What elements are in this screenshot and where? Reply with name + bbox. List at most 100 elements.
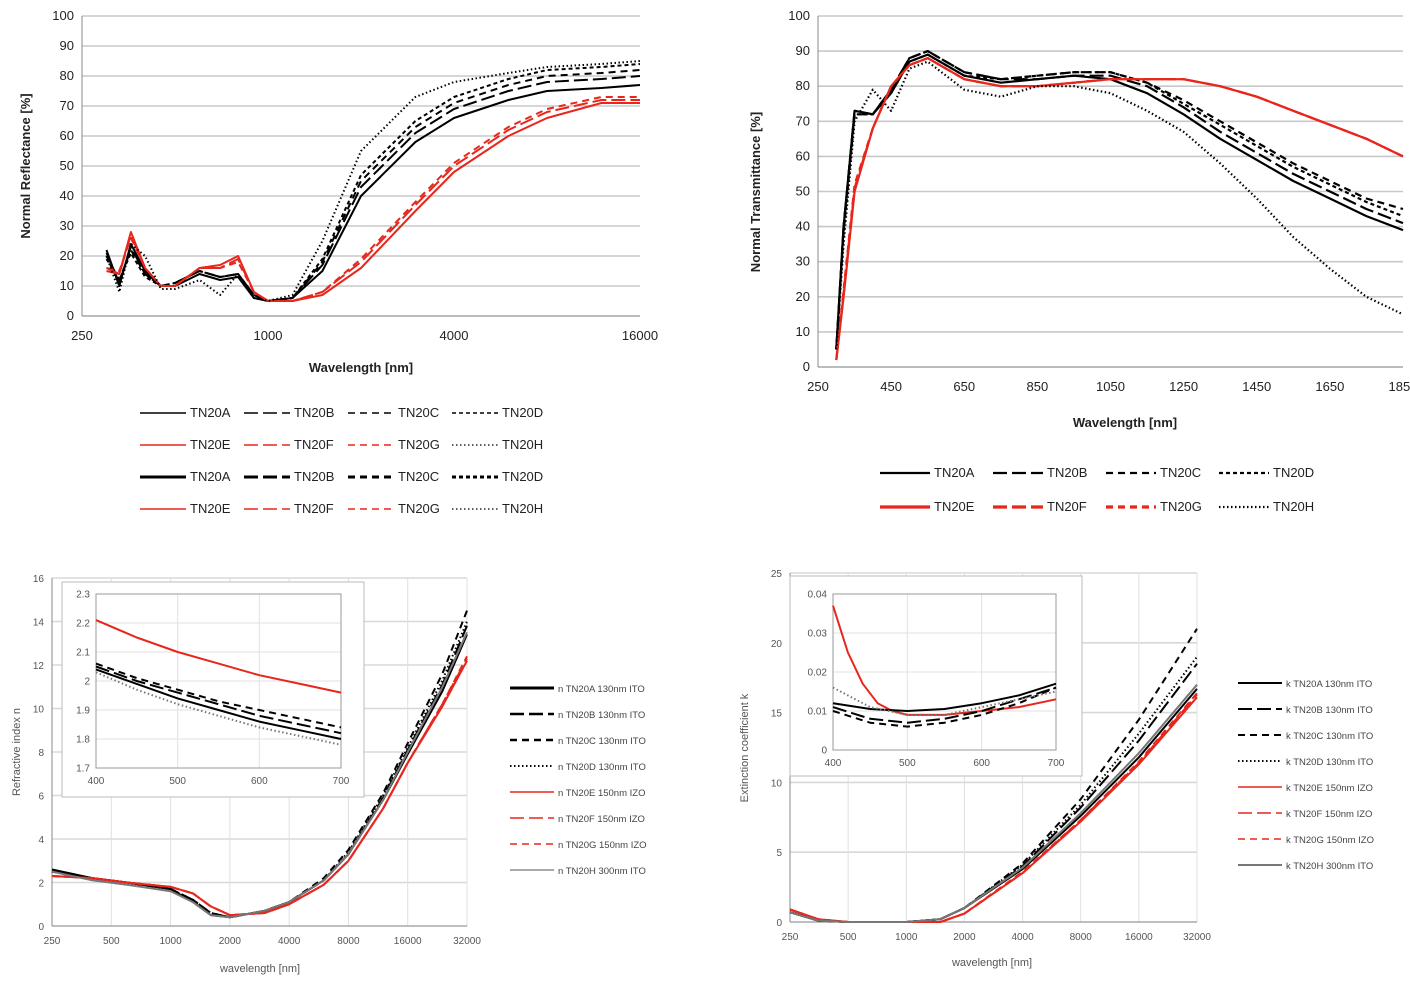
x-tick-label: 850 xyxy=(1027,379,1049,394)
x-tick-label: 32000 xyxy=(1183,932,1211,943)
x-tick-label: 1250 xyxy=(1169,379,1198,394)
legend-entry-label: n TN20C 130nm ITO xyxy=(558,736,646,747)
inset-x-tick-label: 400 xyxy=(825,758,842,769)
y-tick-label: 0 xyxy=(776,918,782,929)
inset-y-tick-label: 1.9 xyxy=(76,706,90,717)
x-tick-label: 1850 xyxy=(1389,379,1410,394)
reflectance-chart: 0 10 20 30 40 50 60 70 80 90 100 250 1000 4000 16000 Wa… xyxy=(18,8,658,516)
legend-entry-label: TN20F xyxy=(1047,499,1087,514)
y-tick-label: 50 xyxy=(796,184,810,199)
x-tick-label: 500 xyxy=(103,936,120,947)
legend-entry-label: TN20B xyxy=(294,405,334,420)
y-tick-label: 80 xyxy=(796,78,810,93)
x-tick-label: 250 xyxy=(71,328,93,343)
x-tick-label: 4000 xyxy=(278,936,301,947)
inset-series-1 xyxy=(832,682,1057,712)
x-tick-label: 8000 xyxy=(337,936,360,947)
x-tick-label: 250 xyxy=(807,379,829,394)
x-tick-label: 1450 xyxy=(1242,379,1271,394)
legend-entry-label: k TN20H 300nm ITO xyxy=(1286,861,1373,872)
inset-plot-area xyxy=(832,593,1057,751)
y-tick-label: 10 xyxy=(771,778,783,789)
legend-entry-label: k TN20D 130nm ITO xyxy=(1286,757,1373,768)
legend-entry-label: TN20E xyxy=(190,437,231,452)
y-tick-label: 10 xyxy=(60,278,74,293)
x-tick-label: 2000 xyxy=(953,932,976,943)
inset-y-tick-label: 0.02 xyxy=(808,668,828,679)
x-tick-label: 1000 xyxy=(895,932,918,943)
inset-plot-area xyxy=(95,593,342,769)
inset-x-tick-label: 500 xyxy=(169,776,186,787)
x-tick-label: 4000 xyxy=(440,328,469,343)
inset-y-tick-label: 0.01 xyxy=(808,707,828,718)
y-tick-label: 90 xyxy=(60,38,74,53)
series-tn20h xyxy=(835,60,1404,350)
x-axis-title: wavelength [nm] xyxy=(951,957,1032,969)
series-k-tn20h-300nm-ito xyxy=(789,684,1198,923)
y-tick-label: 20 xyxy=(771,639,783,650)
legend-entry-label: k TN20E 150nm IZO xyxy=(1286,783,1373,794)
y-tick-label: 20 xyxy=(60,248,74,263)
inset-x-tick-label: 700 xyxy=(1048,758,1065,769)
transmittance-chart: 0 10 20 30 40 50 60 70 80 90 100 250 450 650 850 1050 12… xyxy=(748,8,1410,514)
y-tick-label: 60 xyxy=(60,128,74,143)
x-tick-label: 8000 xyxy=(1070,932,1093,943)
series-tn20d xyxy=(835,53,1404,350)
y-tick-label: 40 xyxy=(60,188,74,203)
y-tick-label: 15 xyxy=(771,709,783,720)
y-axis-title: Refractive index n xyxy=(11,708,23,796)
legend-entry-label: TN20D xyxy=(502,405,543,420)
x-tick-label: 450 xyxy=(880,379,902,394)
series-tn20h xyxy=(105,60,641,302)
x-tick-label: 16000 xyxy=(622,328,658,343)
inset-y-tick-label: 0.04 xyxy=(808,590,828,601)
legend-entry-label: TN20B xyxy=(294,469,334,484)
x-axis-title: Wavelength [nm] xyxy=(309,360,413,375)
y-tick-label: 0 xyxy=(38,922,44,933)
y-axis-title: Normal Reflectance [%] xyxy=(18,93,33,238)
legend-entry-label: TN20G xyxy=(1160,499,1202,514)
x-tick-label: 16000 xyxy=(1125,932,1153,943)
y-tick-label: 70 xyxy=(796,113,810,128)
legend-entry-label: TN20C xyxy=(398,469,439,484)
series-tn20g xyxy=(835,56,1404,361)
series-tn20c xyxy=(105,69,641,302)
series-tn20g xyxy=(106,96,640,302)
x-tick-label: 500 xyxy=(840,932,857,943)
series-tn20f xyxy=(106,99,640,302)
legend-entry-label: TN20G xyxy=(398,501,440,516)
y-tick-label: 6 xyxy=(38,792,44,803)
inset-y-tick-label: 2.1 xyxy=(76,648,90,659)
legend-entry-label: n TN20B 130nm ITO xyxy=(558,710,645,721)
x-tick-label: 250 xyxy=(44,936,61,947)
inset-x-tick-label: 600 xyxy=(251,776,268,787)
legend-entry-label: TN20A xyxy=(190,405,231,420)
legend-entry-label: k TN20A 130nm ITO xyxy=(1286,679,1372,690)
legend-entry-label: k TN20C 130nm ITO xyxy=(1286,731,1373,742)
x-tick-label: 650 xyxy=(953,379,975,394)
inset-frame xyxy=(789,575,1083,777)
x-tick-label: 1650 xyxy=(1315,379,1344,394)
y-axis-title: Extinction coefficient k xyxy=(739,693,751,802)
series-tn20e xyxy=(106,102,640,302)
y-tick-label: 100 xyxy=(788,8,810,23)
inset-series-0 xyxy=(95,619,342,694)
y-tick-label: 30 xyxy=(796,254,810,269)
series-tn20a xyxy=(105,84,641,302)
y-tick-label: 14 xyxy=(33,618,45,629)
inset-series-4 xyxy=(832,686,1057,716)
inset-series-3 xyxy=(95,668,342,740)
legend-entry-label: TN20H xyxy=(502,437,543,452)
legend-entry-label: n TN20A 130nm ITO xyxy=(558,684,645,695)
x-axis-title: wavelength [nm] xyxy=(219,963,300,975)
y-tick-label: 16 xyxy=(33,574,45,585)
y-tick-label: 40 xyxy=(796,219,810,234)
y-tick-label: 60 xyxy=(796,148,810,163)
y-tick-label: 0 xyxy=(67,308,74,323)
legend-entry-label: TN20A xyxy=(190,469,231,484)
inset-x-tick-label: 700 xyxy=(333,776,350,787)
inset-series-4 xyxy=(95,671,342,746)
y-axis-title: Normal Transmittance [%] xyxy=(748,112,763,272)
